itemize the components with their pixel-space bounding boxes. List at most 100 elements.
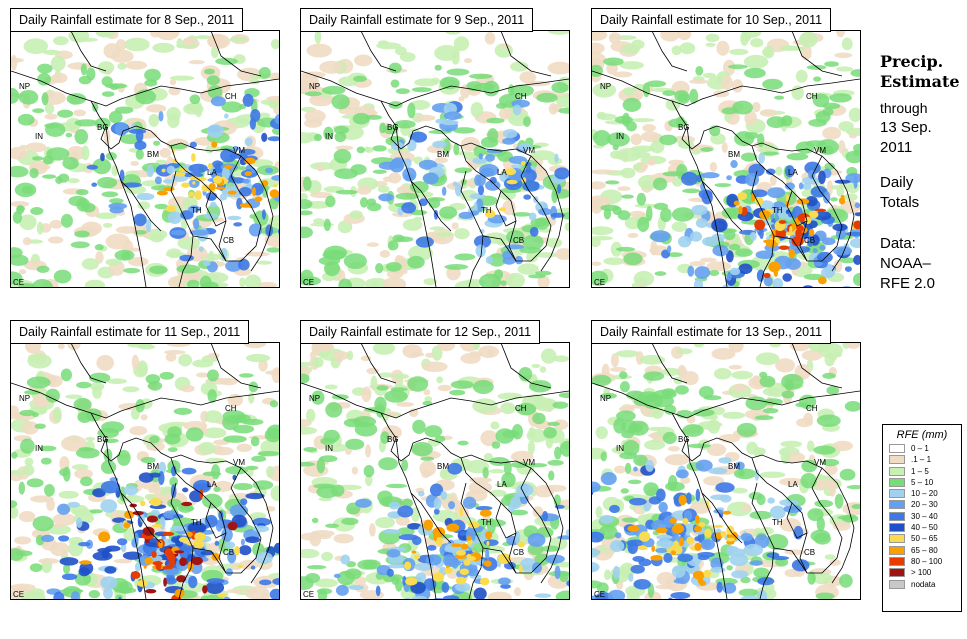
- rain-patch: [272, 184, 278, 188]
- rain-patch: [206, 124, 224, 138]
- rain-patch: [67, 62, 92, 70]
- rain-patch: [318, 256, 341, 266]
- rain-patch: [475, 506, 493, 511]
- rain-patch: [392, 234, 405, 243]
- rain-patch: [245, 536, 261, 544]
- country-label: CB: [223, 548, 234, 557]
- rain-patch: [455, 576, 467, 585]
- rain-patch: [305, 408, 316, 423]
- rain-patch: [441, 581, 450, 593]
- rain-patch: [162, 531, 175, 536]
- rain-patch: [502, 256, 516, 265]
- rain-patch: [745, 396, 768, 411]
- legend-item: 30 – 40: [889, 511, 961, 522]
- country-label: BM: [728, 462, 740, 471]
- rain-patch: [742, 503, 751, 512]
- rain-patch: [726, 175, 732, 181]
- rain-patch: [257, 450, 279, 457]
- country-label: CE: [303, 590, 314, 599]
- rain-patch: [155, 560, 162, 571]
- rain-patch: [431, 345, 443, 361]
- rain-patch: [466, 553, 472, 560]
- country-border: [731, 130, 823, 157]
- rain-patch: [479, 163, 499, 177]
- rain-patch: [301, 373, 310, 384]
- rain-patch: [325, 402, 343, 418]
- rain-patch: [849, 238, 860, 248]
- rain-patch: [80, 476, 93, 487]
- rain-patch: [679, 537, 685, 547]
- rain-patch: [407, 139, 417, 152]
- rain-patch: [731, 370, 753, 380]
- rain-patch: [46, 498, 55, 511]
- country-label: CH: [225, 92, 237, 101]
- rain-patch: [410, 99, 431, 110]
- rain-patch: [457, 440, 469, 446]
- rain-patch: [759, 375, 776, 388]
- rain-patch: [754, 219, 766, 231]
- rain-patch: [681, 171, 698, 186]
- rain-patch: [204, 514, 218, 528]
- rain-patch: [819, 244, 826, 251]
- rain-patch: [375, 517, 395, 529]
- rain-patch: [449, 389, 466, 396]
- rain-patch: [758, 152, 765, 164]
- country-border: [301, 382, 569, 419]
- rain-patch: [786, 152, 809, 161]
- rain-patch: [183, 37, 195, 46]
- rain-patch: [841, 37, 853, 51]
- rain-patch: [659, 134, 678, 146]
- rain-patch: [763, 398, 783, 406]
- rain-patch: [851, 504, 860, 510]
- rain-patch: [171, 465, 177, 477]
- rain-patch: [600, 451, 607, 462]
- rain-patch: [826, 385, 840, 395]
- rain-patch: [609, 367, 627, 372]
- rain-patch: [682, 424, 704, 437]
- rain-patch: [459, 568, 470, 575]
- rain-patch: [528, 380, 552, 393]
- rain-patch: [673, 540, 679, 548]
- rain-patch: [207, 352, 220, 359]
- rain-patch: [309, 531, 322, 547]
- rain-patch: [215, 519, 223, 532]
- rain-patch: [391, 157, 406, 169]
- panel-title: Daily Rainfall estimate for 12 Sep., 201…: [300, 320, 541, 344]
- rain-patch: [256, 260, 272, 265]
- rain-patch: [728, 343, 744, 353]
- rain-patch: [592, 531, 605, 543]
- rain-patch: [41, 92, 49, 106]
- rain-patch: [338, 278, 352, 287]
- rain-patch: [159, 147, 171, 158]
- rain-patch: [245, 465, 259, 470]
- rain-patch: [58, 490, 79, 499]
- rain-patch: [53, 36, 69, 46]
- rain-patch: [37, 73, 52, 86]
- rain-patch: [271, 367, 279, 383]
- rain-patch: [592, 237, 601, 248]
- country-label: IN: [35, 132, 43, 141]
- rain-patch: [844, 266, 852, 272]
- rain-patch: [49, 219, 63, 229]
- rain-patch: [395, 516, 410, 526]
- rain-patch: [650, 555, 663, 561]
- country-label: BM: [147, 462, 159, 471]
- rain-patch: [231, 562, 243, 571]
- rain-patch: [356, 185, 372, 195]
- rain-patch: [806, 440, 815, 452]
- rain-patch: [763, 272, 771, 279]
- rain-patch: [94, 244, 104, 251]
- rain-patch: [223, 596, 231, 599]
- rain-patch: [44, 113, 58, 120]
- rain-patch: [140, 514, 145, 523]
- rain-patch: [785, 258, 802, 270]
- rain-patch: [469, 73, 493, 79]
- rain-patch: [191, 556, 203, 566]
- rain-patch: [646, 205, 653, 222]
- rain-patch: [836, 66, 854, 72]
- rain-patch: [702, 72, 717, 79]
- rain-patch: [543, 427, 557, 439]
- rain-patch: [518, 367, 533, 382]
- rain-patch: [238, 165, 247, 171]
- rain-patch: [268, 572, 279, 579]
